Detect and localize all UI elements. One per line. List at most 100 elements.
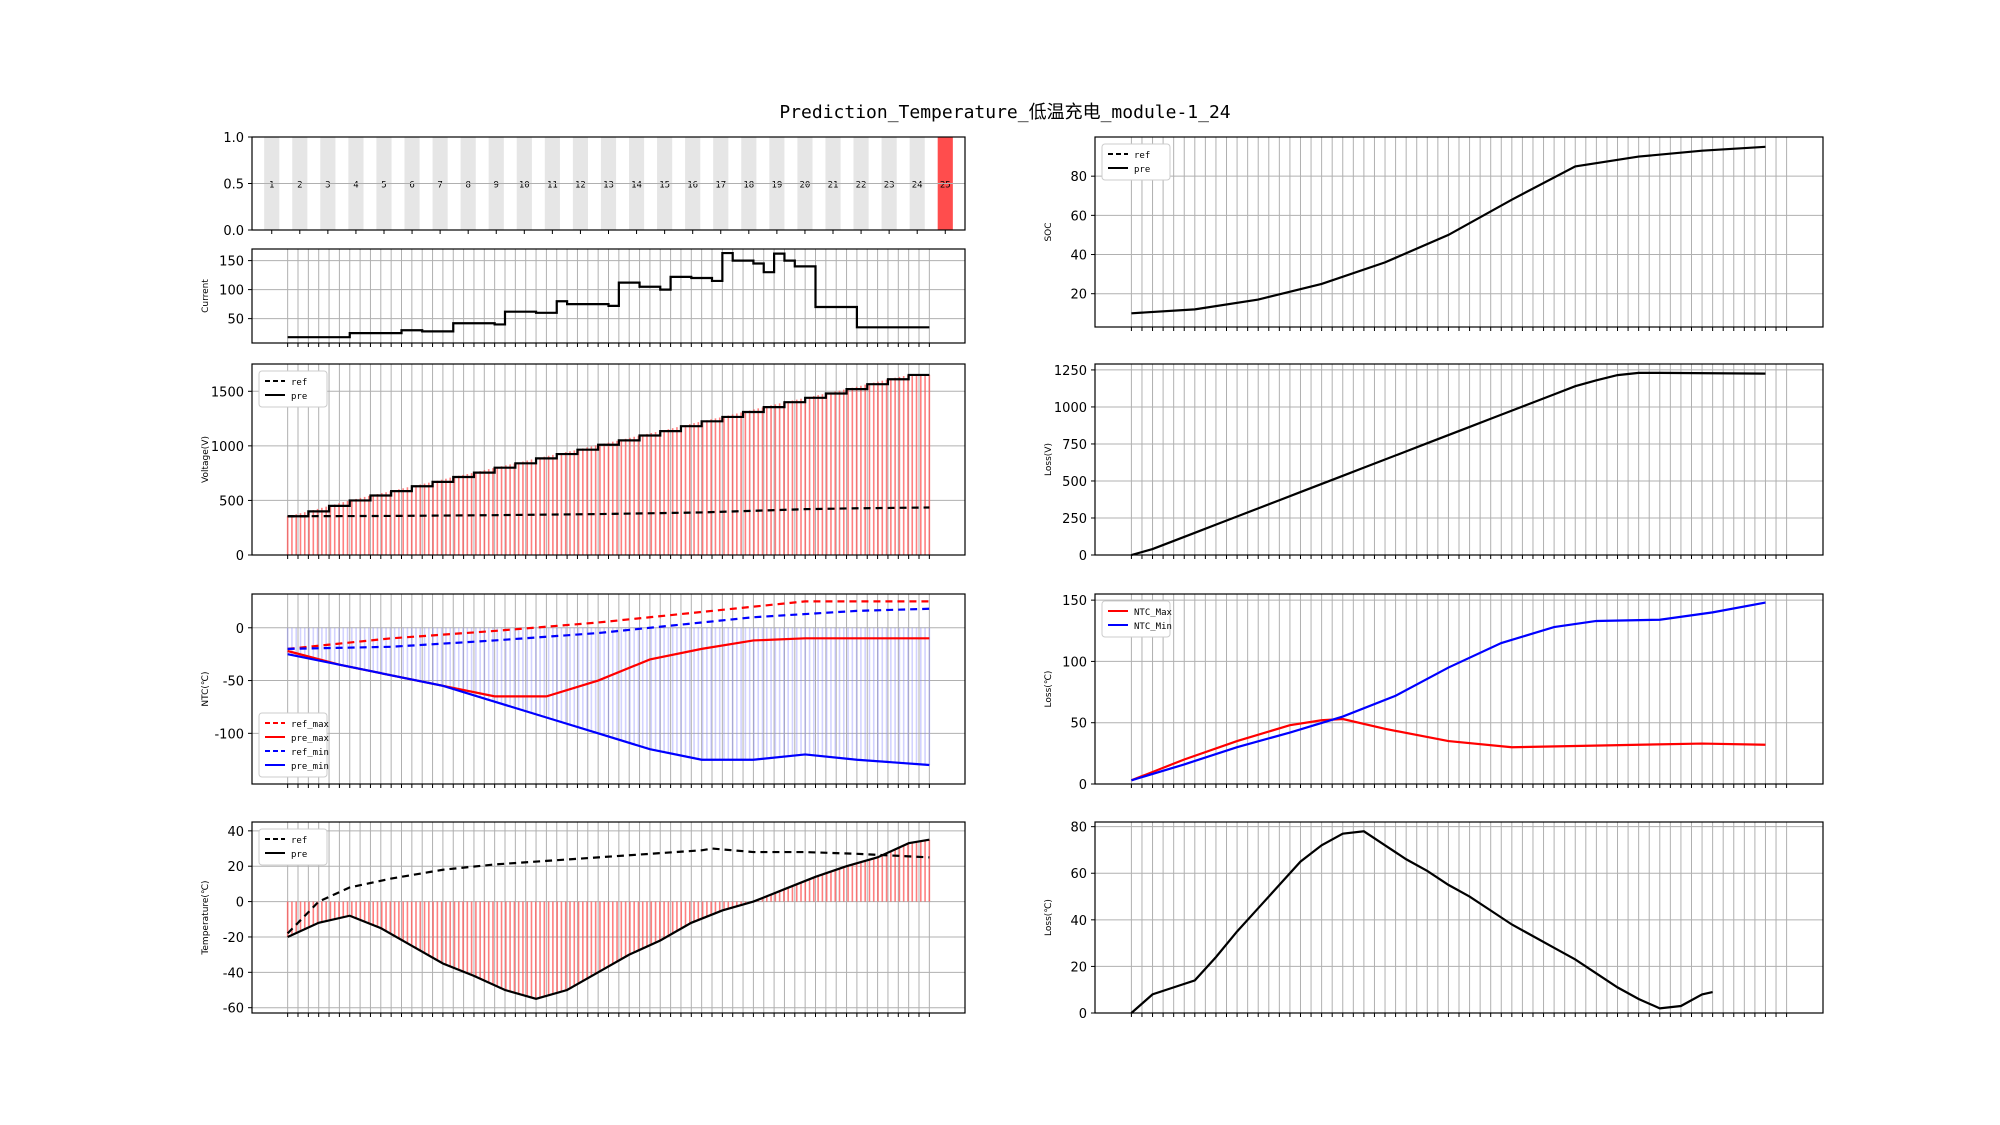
y-tick-label: 0 — [236, 622, 244, 637]
segment-label: 19 — [771, 181, 782, 191]
series-line-pre — [1131, 145, 1766, 315]
y-axis-label: Temperature(℃) — [201, 880, 211, 955]
axes-soc: 20 40 60 80 SOC ref pre — [1044, 136, 1824, 331]
segment-label: 8 — [465, 181, 470, 191]
y-axis-label: Loss(℃) — [1044, 671, 1054, 708]
legend-label: pre — [1134, 165, 1150, 175]
y-tick-label: 0 — [1079, 778, 1087, 793]
y-tick-label: 20 — [1070, 288, 1087, 303]
error-bands — [286, 374, 931, 555]
y-tick-label: 20 — [227, 860, 244, 875]
axes-frame — [251, 821, 966, 1014]
y-tick-label: 1000 — [211, 440, 244, 455]
segment-label: 24 — [912, 181, 923, 191]
legend-label: pre_min — [291, 762, 329, 772]
legend-label: NTC_Max — [1134, 608, 1173, 618]
y-axis-label: Current — [201, 279, 211, 313]
segment-label: 12 — [575, 181, 586, 191]
y-tick-label: 0 — [236, 896, 244, 911]
y-tick-label: 0.5 — [223, 178, 244, 193]
y-axis-label: SOC — [1044, 222, 1054, 241]
segment-label: 2 — [297, 181, 302, 191]
segment-label: 1 — [269, 181, 274, 191]
axes-current: 50 100 150 Current — [201, 248, 966, 347]
y-tick-label: 40 — [227, 825, 244, 840]
y-tick-label: 0 — [236, 549, 244, 564]
axes-loss_ntc: 0 50 100 150 Loss(℃) NTC_Max NTC_Min — [1044, 593, 1824, 793]
y-tick-label: 0 — [1079, 1007, 1087, 1022]
legend-label: ref_max — [291, 720, 330, 730]
y-tick-label: 1250 — [1054, 364, 1087, 379]
y-axis-label: Loss(℃) — [1044, 899, 1054, 936]
segment-label: 3 — [325, 181, 330, 191]
segment-label: 5 — [381, 181, 386, 191]
axes-frame — [251, 136, 966, 231]
legend-ntc: ref_max pre_max ref_min pre_min — [258, 712, 330, 778]
error-bands — [286, 839, 931, 999]
axes-loss_temp: 0 20 40 60 80 Loss(℃) — [1044, 821, 1824, 1022]
y-tick-label: 750 — [1062, 438, 1087, 453]
legend-box — [258, 712, 328, 778]
y-tick-label: 50 — [1070, 717, 1087, 732]
y-tick-label: -60 — [223, 1002, 244, 1017]
y-tick-label: 40 — [1070, 914, 1087, 929]
y-tick-label: -50 — [223, 675, 244, 690]
segment-label: 25 — [940, 181, 951, 191]
y-axis-label: NTC(℃) — [201, 671, 211, 706]
series-line-main — [287, 251, 930, 339]
legend-label: ref — [291, 836, 307, 846]
axes-frame — [1094, 363, 1824, 556]
series-line-ref — [287, 506, 930, 518]
segment-label: 10 — [519, 181, 530, 191]
axes-voltage: 0 500 1000 1500 Voltage(V) ref pre — [201, 363, 966, 564]
legend-label: ref — [291, 378, 307, 388]
series-line-pre — [287, 373, 930, 518]
y-tick-label: 40 — [1070, 249, 1087, 264]
legend-temperature: ref pre — [258, 828, 328, 866]
y-tick-label: 500 — [219, 494, 244, 509]
y-tick-label: 0.0 — [223, 224, 244, 239]
segment-label: 11 — [547, 181, 558, 191]
axes-ntc: -100 -50 0 NTC(℃) ref_max pre_max ref_min pre_m… — [201, 593, 966, 788]
y-tick-label: 80 — [1070, 170, 1087, 185]
axes-root: 1 2 3 4 5 6 7 8 9 10 11 12 13 14 15 16 17 18 19 20 21 22 23 24 2… — [201, 131, 1824, 1022]
y-tick-label: 250 — [1062, 512, 1087, 527]
segment-label: 18 — [743, 181, 754, 191]
segment-label: 7 — [437, 181, 442, 191]
legend-label: ref — [1134, 151, 1150, 161]
legend-label: pre — [291, 850, 307, 860]
segment-label: 15 — [659, 181, 670, 191]
y-tick-label: 1000 — [1054, 401, 1087, 416]
segment-label: 9 — [494, 181, 499, 191]
legend-soc: ref pre — [1101, 143, 1171, 181]
series-line-ref — [286, 847, 930, 935]
segment-label: 4 — [353, 181, 358, 191]
axes-frame — [1094, 136, 1824, 328]
legend-label: NTC_Min — [1134, 622, 1172, 632]
y-tick-label: 100 — [219, 284, 244, 299]
segment-label: 21 — [828, 181, 839, 191]
series-line-ref_max — [287, 600, 930, 650]
segment-label: 13 — [603, 181, 614, 191]
series-line-NTC_Max — [1130, 717, 1766, 782]
axes-frame — [251, 363, 966, 556]
series-line-loss — [1130, 830, 1713, 1014]
segment-label: 14 — [631, 181, 642, 191]
axes-frame — [251, 593, 966, 785]
axes-loss_v: 0 250 500 750 1000 1250 Loss(V) — [1044, 363, 1824, 564]
series-line-pre_min — [287, 653, 930, 767]
axes-segments: 1 2 3 4 5 6 7 8 9 10 11 12 13 14 15 16 17 18 19 20 21 22 23 24 2… — [223, 131, 966, 239]
y-tick-label: 50 — [227, 313, 244, 328]
segment-label: 16 — [687, 181, 698, 191]
axes-temperature: -60 -40 -20 0 20 40 Temperature(℃) ref pre — [201, 821, 966, 1017]
axes-frame — [251, 248, 966, 344]
segment-label: 23 — [884, 181, 895, 191]
y-axis-label: Loss(V) — [1044, 443, 1054, 476]
legend-label: ref_min — [291, 748, 329, 758]
figure-title: Prediction_Temperature_低温充电_module-1_24 — [779, 102, 1230, 123]
segment-label: 17 — [715, 181, 726, 191]
y-tick-label: 60 — [1070, 867, 1087, 882]
y-tick-label: 100 — [1062, 655, 1087, 670]
legend-loss_ntc: NTC_Max NTC_Min — [1101, 600, 1173, 638]
